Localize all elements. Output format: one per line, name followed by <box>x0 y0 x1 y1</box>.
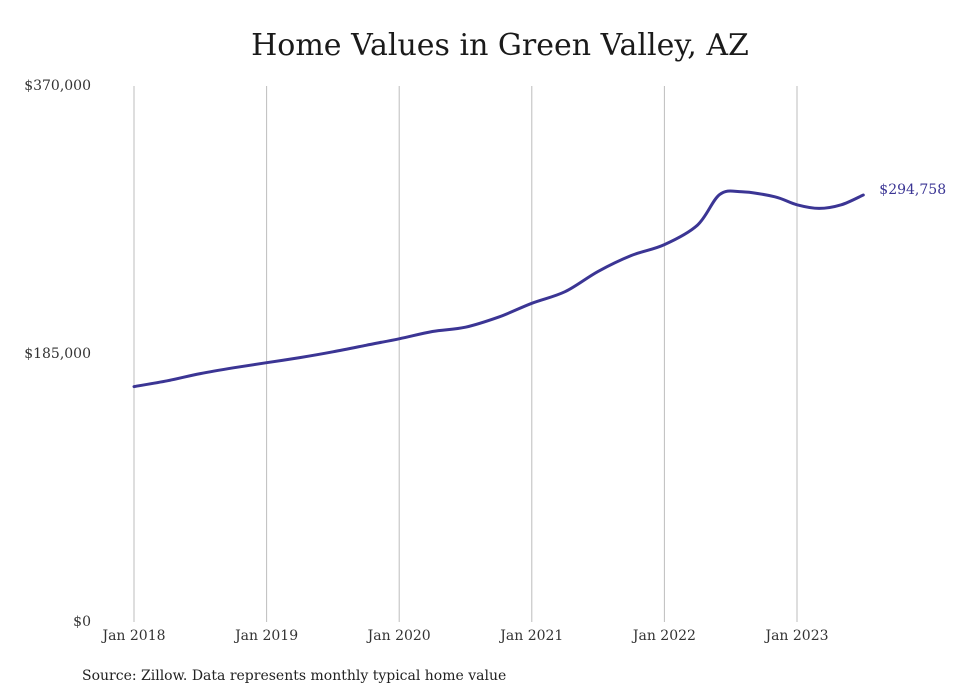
x-tick-label: Jan 2022 <box>631 628 696 644</box>
series-line <box>132 189 865 389</box>
y-tick-label: $185,000 <box>24 346 91 362</box>
source-note: Source: Zillow. Data represents monthly … <box>82 668 507 684</box>
y-tick-label: $0 <box>73 614 91 630</box>
line-chart: Jan 2018 Jan 2019 Jan 2020 Jan 2021 Jan 2022… <box>24 78 946 644</box>
end-value-label: $294,758 <box>879 182 946 198</box>
chart-title: Home Values in Green Valley, AZ <box>251 28 749 63</box>
x-tick-label: Jan 2020 <box>366 628 431 644</box>
series-layer: $294,758 <box>132 182 946 389</box>
x-tick-label: Jan 2018 <box>100 628 165 644</box>
x-tick-label: Jan 2021 <box>498 628 563 644</box>
axis-layer: Jan 2018 Jan 2019 Jan 2020 Jan 2021 Jan 2022… <box>24 78 828 644</box>
y-tick-label: $370,000 <box>24 78 91 94</box>
x-tick-label: Jan 2019 <box>233 628 298 644</box>
grid-layer <box>133 86 798 622</box>
x-tick-label: Jan 2023 <box>763 628 828 644</box>
